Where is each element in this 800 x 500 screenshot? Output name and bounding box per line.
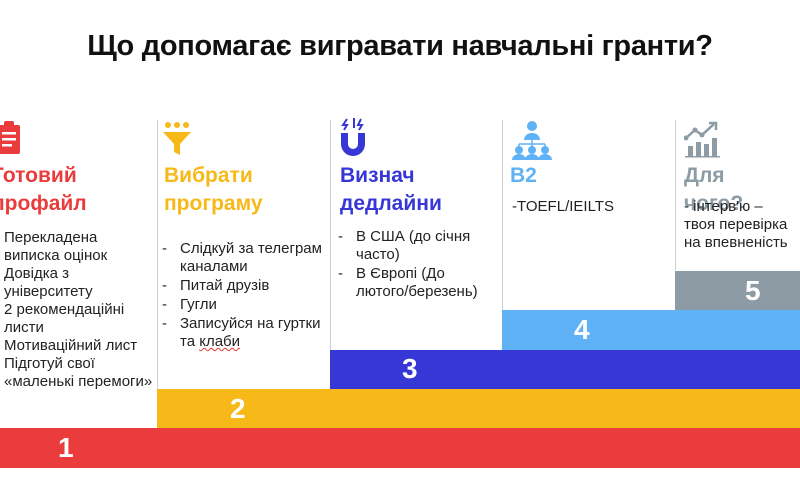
magnet-icon: [338, 118, 368, 161]
step-4-bar: [502, 310, 800, 350]
list-item: Слідкуй за телеграм каналами: [160, 240, 324, 276]
step-1-list: Перекладена виписка оцінок Довідка з уні…: [4, 229, 154, 391]
step-3-list: В США (до січня часто) В Європі (До люто…: [336, 228, 496, 302]
step-1-heading-line: Готовий: [0, 164, 77, 187]
step-1-bar: [0, 428, 800, 468]
step-3-heading-line: Визнач: [340, 164, 415, 187]
step-2-heading-line: програму: [164, 192, 263, 215]
list-item: Довідка з університету: [4, 265, 93, 300]
list-item: Перекладена виписка оцінок: [4, 229, 108, 264]
step-4-divider: [502, 120, 503, 310]
list-item: Мотиваційний лист: [4, 337, 138, 354]
list-item: 2 рекомендаційні листи: [4, 301, 125, 336]
step-2-bar: [157, 389, 800, 428]
funnel-filter-icon: [162, 121, 192, 162]
step-5-text: - інтерв'ю – твоя перевірка на впевненіс…: [684, 198, 788, 251]
step-1-number: 1: [58, 432, 74, 463]
list-item-text: Записуйся на гуртки та: [180, 315, 321, 350]
people-network-icon: [511, 120, 553, 165]
list-item: В США (до січня часто): [336, 228, 496, 264]
step-5-heading-line: Для чого?: [684, 164, 744, 215]
list-item: Питай друзів: [160, 277, 324, 295]
growth-chart-icon: [683, 120, 722, 163]
list-item: В Європі (До лютого/березень): [336, 265, 496, 301]
step-3-number: 3: [402, 353, 418, 384]
step-2-divider: [157, 120, 158, 390]
step-5-heading: Для чого?: [684, 162, 743, 218]
step-4-number: 4: [574, 314, 590, 345]
step-3-bar: [330, 350, 800, 389]
page-title: Що допомагає вигравати навчальні гранти?: [87, 30, 713, 62]
list-item: Записуйся на гуртки та клаби: [160, 315, 324, 351]
step-3-divider: [330, 120, 331, 350]
step-4-heading: В2: [510, 162, 537, 190]
step-3-heading: Визнач дедлайни: [340, 162, 442, 218]
step-1-heading-line: профайл: [0, 192, 87, 215]
step-5-number: 5: [745, 275, 761, 306]
step-5-bar: [675, 271, 800, 310]
step-2-list: Слідкуй за телеграм каналами Питай друзі…: [160, 240, 324, 352]
step-1-heading: Готовий профайл: [0, 162, 87, 218]
step-4-heading-line: В2: [510, 164, 537, 187]
step-2-heading-line: Вибрати: [164, 164, 253, 187]
clipboard-checklist-icon: [0, 120, 22, 161]
step-2-heading: Вибрати програму: [164, 162, 263, 218]
step-3-heading-line: дедлайни: [340, 192, 442, 215]
step-2-number: 2: [230, 393, 246, 424]
list-item: Підготуй свої «маленькі перемоги»: [4, 355, 153, 390]
step-4-text: -TOEFL/IEILTS: [512, 198, 614, 215]
list-item-text-misspelled: клаби: [199, 333, 241, 350]
list-item: Гугли: [160, 296, 324, 314]
step-5-divider: [675, 120, 676, 270]
